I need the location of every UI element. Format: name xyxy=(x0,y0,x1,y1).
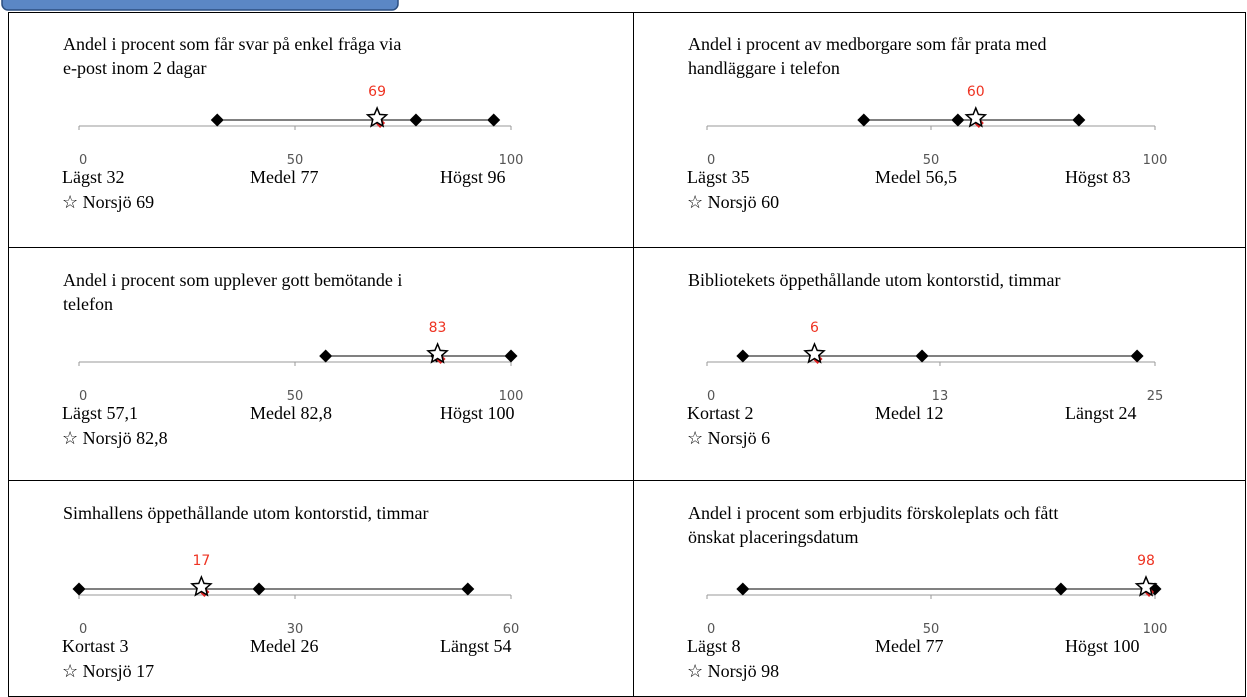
highlight-star xyxy=(803,342,826,364)
highlight-label: 6 xyxy=(810,320,819,336)
marker xyxy=(1130,349,1144,363)
chart-title: e-post inom 2 dagar xyxy=(63,58,206,78)
marker xyxy=(487,113,501,127)
summary-text: Kortast 3 xyxy=(62,636,129,656)
marker xyxy=(736,582,750,596)
summary-text: Lägst 35 xyxy=(687,167,750,187)
x-tick-label: 100 xyxy=(499,389,524,404)
header-tab xyxy=(1,0,399,11)
summary-text: Medel 12 xyxy=(875,403,943,423)
x-tick-label: 0 xyxy=(707,389,715,404)
x-tick-label: 0 xyxy=(79,153,87,168)
note-text: ☆ Norsjö 98 xyxy=(687,661,779,681)
summary-text: Lägst 57,1 xyxy=(62,403,138,423)
marker xyxy=(857,113,871,127)
summary-text: Kortast 2 xyxy=(687,403,754,423)
marker xyxy=(210,113,224,127)
x-tick-label: 100 xyxy=(1143,153,1168,168)
x-tick-label: 50 xyxy=(287,153,304,168)
chart-title: Andel i procent av medborgare som får pr… xyxy=(688,34,1047,54)
x-tick-label: 50 xyxy=(923,622,940,637)
x-tick-label: 0 xyxy=(707,153,715,168)
x-tick-label: 100 xyxy=(1143,622,1168,637)
highlight-star xyxy=(1134,575,1158,597)
summary-text: Lägst 8 xyxy=(687,636,741,656)
highlight-label: 83 xyxy=(429,320,447,336)
highlight-label: 17 xyxy=(192,553,210,569)
marker xyxy=(252,582,266,596)
x-tick-label: 0 xyxy=(707,622,715,637)
summary-text: Högst 100 xyxy=(1065,636,1140,656)
highlight-label: 69 xyxy=(368,84,386,100)
highlight-star xyxy=(964,106,988,128)
x-tick-label: 25 xyxy=(1147,389,1164,404)
x-tick-label: 60 xyxy=(503,622,520,637)
highlight-star xyxy=(426,342,449,364)
note-text: ☆ Norsjö 60 xyxy=(687,192,779,212)
note-text: ☆ Norsjö 6 xyxy=(687,428,770,448)
x-tick-label: 30 xyxy=(287,622,304,637)
summary-text: Medel 26 xyxy=(250,636,318,656)
marker xyxy=(736,349,750,363)
summary-text: Högst 96 xyxy=(440,167,506,187)
highlight-label: 98 xyxy=(1137,553,1155,569)
x-tick-label: 0 xyxy=(79,622,87,637)
summary-text: Medel 56,5 xyxy=(875,167,957,187)
chart-title: Bibliotekets öppethållande utom kontorst… xyxy=(688,270,1060,290)
chart-title: önskat placeringsdatum xyxy=(688,527,858,547)
summary-text: Längst 24 xyxy=(1065,403,1137,423)
summary-text: Högst 100 xyxy=(440,403,515,423)
marker xyxy=(1072,113,1086,127)
chart-title: Andel i procent som får svar på enkel fr… xyxy=(63,34,401,54)
x-tick-label: 100 xyxy=(499,153,524,168)
marker xyxy=(461,582,475,596)
x-tick-label: 50 xyxy=(287,389,304,404)
highlight-star xyxy=(190,575,213,597)
summary-text: Medel 77 xyxy=(875,636,943,656)
marker xyxy=(915,349,929,363)
chart-title: Simhallens öppethållande utom kontorstid… xyxy=(63,503,428,523)
marker xyxy=(1054,582,1068,596)
summary-text: Lägst 32 xyxy=(62,167,125,187)
summary-text: Längst 54 xyxy=(440,636,512,656)
note-text: ☆ Norsjö 17 xyxy=(62,661,154,681)
highlight-label: 60 xyxy=(967,84,985,100)
marker xyxy=(951,113,965,127)
summary-text: Högst 83 xyxy=(1065,167,1131,187)
x-tick-label: 50 xyxy=(923,153,940,168)
note-text: ☆ Norsjö 82,8 xyxy=(62,428,168,448)
summary-text: Medel 82,8 xyxy=(250,403,332,423)
highlight-star xyxy=(365,106,389,128)
marker xyxy=(319,349,333,363)
note-text: ☆ Norsjö 69 xyxy=(62,192,154,212)
summary-text: Medel 77 xyxy=(250,167,318,187)
x-tick-label: 13 xyxy=(932,389,949,404)
chart-title: Andel i procent som upplever gott bemöta… xyxy=(63,270,402,290)
chart-title: telefon xyxy=(63,294,113,314)
chart-title: Andel i procent som erbjudits förskolepl… xyxy=(688,503,1058,523)
marker xyxy=(72,582,86,596)
marker xyxy=(504,349,518,363)
marker xyxy=(409,113,423,127)
chart-title: handläggare i telefon xyxy=(688,58,840,78)
x-tick-label: 0 xyxy=(79,389,87,404)
